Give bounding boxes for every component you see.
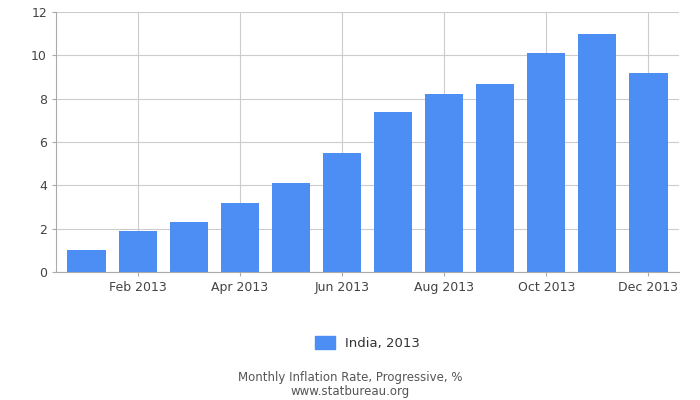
Bar bbox=[374, 112, 412, 272]
Bar bbox=[272, 183, 310, 272]
Bar bbox=[425, 94, 463, 272]
Bar bbox=[67, 250, 106, 272]
Bar bbox=[220, 203, 259, 272]
Bar bbox=[169, 222, 208, 272]
Text: Monthly Inflation Rate, Progressive, %: Monthly Inflation Rate, Progressive, % bbox=[238, 372, 462, 384]
Text: www.statbureau.org: www.statbureau.org bbox=[290, 386, 410, 398]
Bar bbox=[527, 53, 566, 272]
Bar bbox=[578, 34, 617, 272]
Bar bbox=[476, 84, 514, 272]
Bar bbox=[323, 153, 361, 272]
Bar bbox=[629, 73, 668, 272]
Bar bbox=[118, 231, 157, 272]
Legend: India, 2013: India, 2013 bbox=[309, 330, 426, 355]
